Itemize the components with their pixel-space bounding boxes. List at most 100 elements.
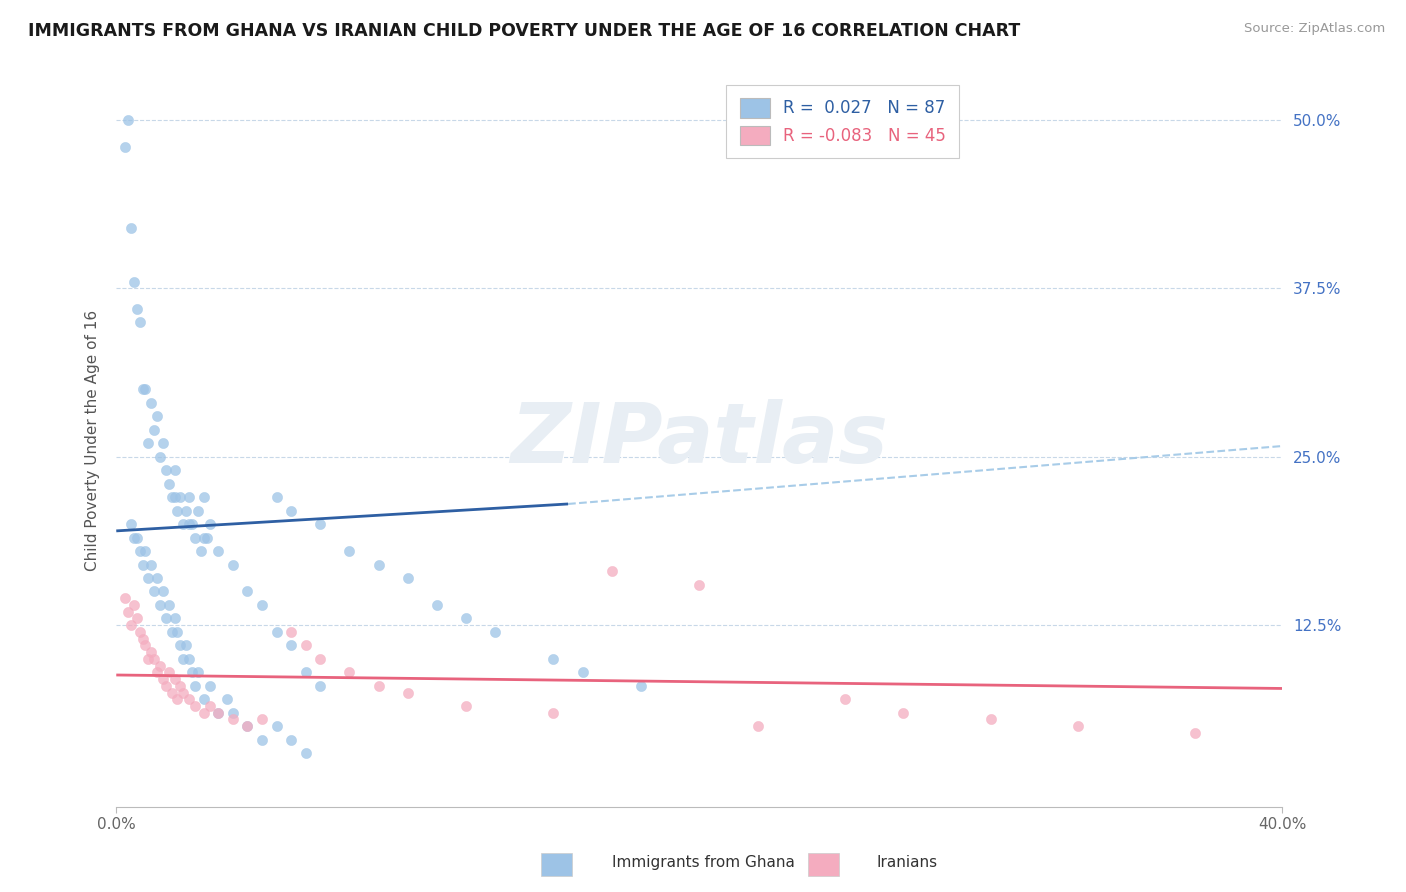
Point <box>834 692 856 706</box>
Point <box>138 436 160 450</box>
Point <box>190 544 212 558</box>
Point <box>236 719 259 733</box>
Point <box>163 463 186 477</box>
Point <box>454 698 477 713</box>
Point <box>688 578 710 592</box>
Point <box>160 624 183 639</box>
Point <box>163 611 186 625</box>
Text: Source: ZipAtlas.com: Source: ZipAtlas.com <box>1244 22 1385 36</box>
Point <box>339 665 361 680</box>
Point <box>174 639 197 653</box>
Point <box>138 652 160 666</box>
Point <box>309 517 332 532</box>
Point <box>157 476 180 491</box>
Point <box>125 301 148 316</box>
Point <box>207 706 229 720</box>
Point <box>454 611 477 625</box>
Point <box>179 490 201 504</box>
Point <box>236 584 259 599</box>
Point <box>193 490 215 504</box>
Point <box>143 652 166 666</box>
Point <box>120 220 142 235</box>
Point <box>980 713 1002 727</box>
Point <box>250 598 273 612</box>
Point <box>122 598 145 612</box>
Point <box>280 624 302 639</box>
Point <box>187 504 209 518</box>
Point <box>138 571 160 585</box>
Point <box>149 450 172 464</box>
Point <box>280 639 302 653</box>
Point <box>155 611 177 625</box>
Point <box>543 652 565 666</box>
Point <box>250 713 273 727</box>
Point <box>891 706 914 720</box>
Point <box>184 531 207 545</box>
Point <box>309 679 332 693</box>
Point <box>198 679 221 693</box>
Point <box>309 652 332 666</box>
Legend: R =  0.027   N = 87, R = -0.083   N = 45: R = 0.027 N = 87, R = -0.083 N = 45 <box>725 85 959 159</box>
Text: Iranians: Iranians <box>876 855 938 870</box>
Point <box>128 544 150 558</box>
Point <box>155 679 177 693</box>
Point <box>149 658 172 673</box>
Point <box>160 685 183 699</box>
Text: ZIPatlas: ZIPatlas <box>510 400 889 481</box>
Point <box>122 275 145 289</box>
Point <box>193 531 215 545</box>
Point <box>339 544 361 558</box>
Point <box>134 639 156 653</box>
Point <box>172 685 194 699</box>
Point <box>207 544 229 558</box>
Point <box>146 571 169 585</box>
Point <box>250 732 273 747</box>
Point <box>193 706 215 720</box>
Point <box>143 423 166 437</box>
Point <box>294 639 316 653</box>
Point <box>207 706 229 720</box>
Point <box>152 672 174 686</box>
Point <box>120 618 142 632</box>
Point <box>157 598 180 612</box>
Point <box>166 624 188 639</box>
Point <box>1067 719 1090 733</box>
Point <box>152 436 174 450</box>
Point <box>128 315 150 329</box>
Point <box>215 692 238 706</box>
Point <box>169 639 191 653</box>
Point <box>163 672 186 686</box>
Point <box>181 665 204 680</box>
Point <box>155 463 177 477</box>
Point <box>187 665 209 680</box>
Point <box>131 558 153 572</box>
Point <box>172 517 194 532</box>
Point <box>543 706 565 720</box>
Point <box>160 490 183 504</box>
Point <box>367 679 389 693</box>
Point <box>426 598 449 612</box>
Point <box>125 611 148 625</box>
Point <box>571 665 593 680</box>
Point <box>120 517 142 532</box>
Point <box>266 490 288 504</box>
Point <box>152 584 174 599</box>
Text: IMMIGRANTS FROM GHANA VS IRANIAN CHILD POVERTY UNDER THE AGE OF 16 CORRELATION C: IMMIGRANTS FROM GHANA VS IRANIAN CHILD P… <box>28 22 1021 40</box>
Point <box>222 558 245 572</box>
Point <box>396 571 419 585</box>
Point <box>141 558 163 572</box>
Point <box>125 531 148 545</box>
Point <box>193 692 215 706</box>
Point <box>157 665 180 680</box>
Point <box>166 692 188 706</box>
Point <box>134 544 156 558</box>
Point <box>114 140 136 154</box>
Point <box>131 383 153 397</box>
Point <box>747 719 769 733</box>
Point <box>174 504 197 518</box>
Point <box>198 517 221 532</box>
Point <box>294 665 316 680</box>
Point <box>198 698 221 713</box>
Point <box>600 564 623 578</box>
Point <box>1184 726 1206 740</box>
